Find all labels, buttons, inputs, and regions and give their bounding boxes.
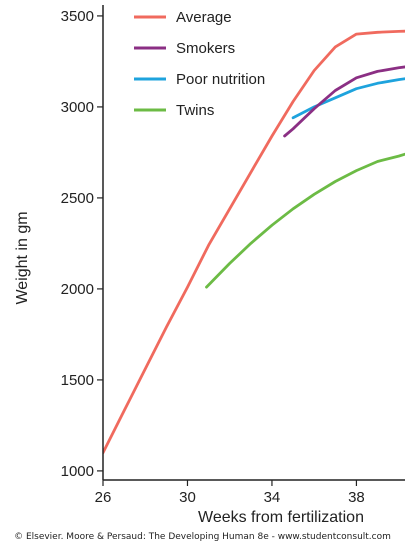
y-tick-label: 1500	[61, 372, 94, 389]
axes	[102, 5, 405, 481]
copyright-credit: © Elsevier. Moore & Persaud: The Develop…	[14, 532, 391, 542]
legend: Average Smokers Poor nutrition Twins	[134, 9, 265, 119]
legend-label-twins: Twins	[176, 102, 214, 119]
x-tick-label: 34	[264, 489, 281, 506]
legend-label-smokers: Smokers	[176, 40, 235, 57]
y-tick-label: 2000	[61, 281, 94, 298]
axis-ticks: 1000 1500 2000 2500 3000 3500 26 30 34 38	[61, 8, 365, 506]
y-tick-label: 3000	[61, 99, 94, 116]
x-tick-label: 38	[348, 489, 365, 506]
x-tick-label: 30	[179, 489, 196, 506]
legend-label-poor-nutrition: Poor nutrition	[176, 71, 265, 88]
series-line-smokers	[283, 65, 405, 138]
legend-label-average: Average	[176, 9, 232, 26]
series-line-twins	[205, 152, 405, 289]
y-tick-label: 1000	[61, 463, 94, 480]
y-axis-title: Weight in gm	[14, 211, 31, 304]
series-line-average	[103, 29, 405, 455]
x-tick-label: 26	[95, 489, 112, 506]
series-lines	[103, 29, 405, 455]
y-tick-label: 2500	[61, 190, 94, 207]
x-axis-title: Weeks from fertilization	[198, 509, 364, 526]
y-tick-label: 3500	[61, 8, 94, 25]
